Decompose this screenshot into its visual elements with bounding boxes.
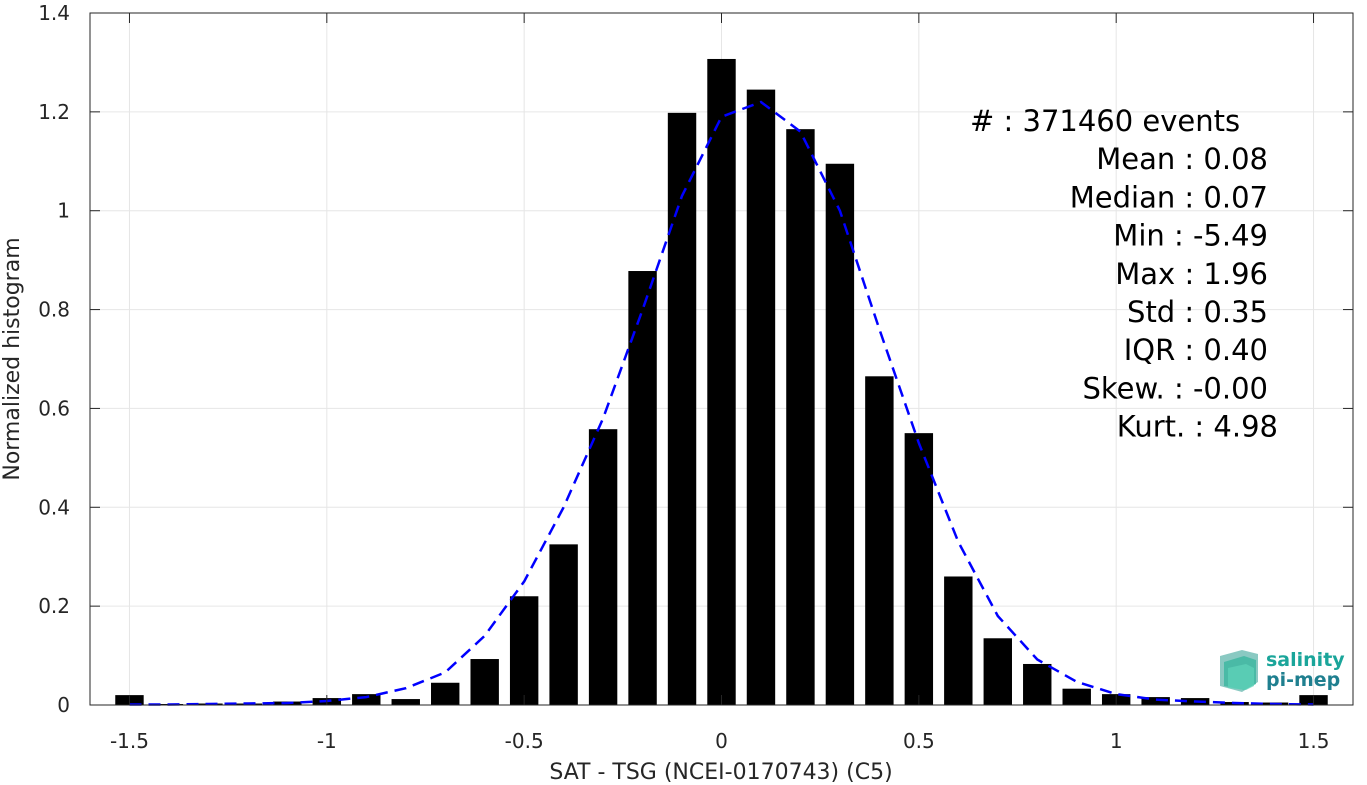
x-tick-label: 1 [1110,729,1123,753]
histogram-bar [904,433,934,705]
histogram-bar [1141,697,1170,705]
x-tick-label: -0.5 [505,729,544,753]
stat-line: Max : 1.96 [1115,257,1268,291]
histogram-bar [588,429,618,705]
axes-frame [89,12,1354,706]
histogram-bar [746,89,776,706]
y-tick-label: 0.8 [38,298,70,322]
x-tick-label: -1 [317,729,337,753]
logo-line2: pi-mep [1266,669,1340,691]
y-tick-label: 1 [57,199,70,223]
x-tick-label: -1.5 [110,729,149,753]
histogram-bars [115,58,1328,706]
y-axis-label: Normalized histogram [0,237,25,480]
histogram-bar [1062,688,1091,705]
x-axis-label: SAT - TSG (NCEI-0170743) (C5) [549,760,892,785]
salinity-pi-mep-logo: salinity pi-mep [1220,649,1345,692]
stat-line: Mean : 0.08 [1096,142,1268,176]
logo-emblem-icon [1220,650,1258,692]
y-tick-labels: 0 0.2 0.4 0.6 0.8 1 1.2 1.4 [38,1,70,717]
stat-line: # : 371460 events [970,104,1240,138]
histogram-bar [470,659,499,705]
histogram-bar [944,576,973,705]
x-tick-label: 1.5 [1298,729,1330,753]
histogram-bar [391,699,420,705]
x-tick-labels: -1.5 -1 -0.5 0 0.5 1 1.5 [110,729,1329,753]
y-tick-label: 1.2 [38,100,70,124]
histogram-bar [549,544,578,705]
histogram-bar [983,638,1012,705]
histogram-bar [786,129,815,705]
histogram-bar [865,376,894,705]
histogram-bar [707,58,736,706]
statistics-panel: # : 371460 events Mean : 0.08 Median : 0.0… [970,104,1278,444]
stat-line: Min : -5.49 [1113,219,1268,253]
histogram-bar [667,112,697,706]
logo-line1: salinity [1266,649,1345,671]
stat-line: Std : 0.35 [1127,295,1268,329]
stat-line: Kurt. : 4.98 [1117,410,1278,444]
histogram-bar [509,596,539,705]
y-tick-label: 0.4 [38,495,70,519]
y-tick-label: 0.2 [38,594,70,618]
stat-line: Skew. : -0.00 [1082,371,1268,405]
stat-line: IQR : 0.40 [1124,333,1268,367]
y-tick-label: 0 [57,693,70,717]
histogram-bar [431,682,460,705]
y-tick-label: 1.4 [38,1,70,25]
histogram-bar [825,163,855,705]
histogram-bar [628,271,657,705]
stat-line: Median : 0.07 [1070,180,1268,214]
x-tick-label: 0.5 [903,729,935,753]
x-tick-label: 0 [715,729,728,753]
histogram-bar [352,694,381,705]
y-tick-label: 0.6 [38,396,70,420]
histogram-bar [1023,663,1052,705]
